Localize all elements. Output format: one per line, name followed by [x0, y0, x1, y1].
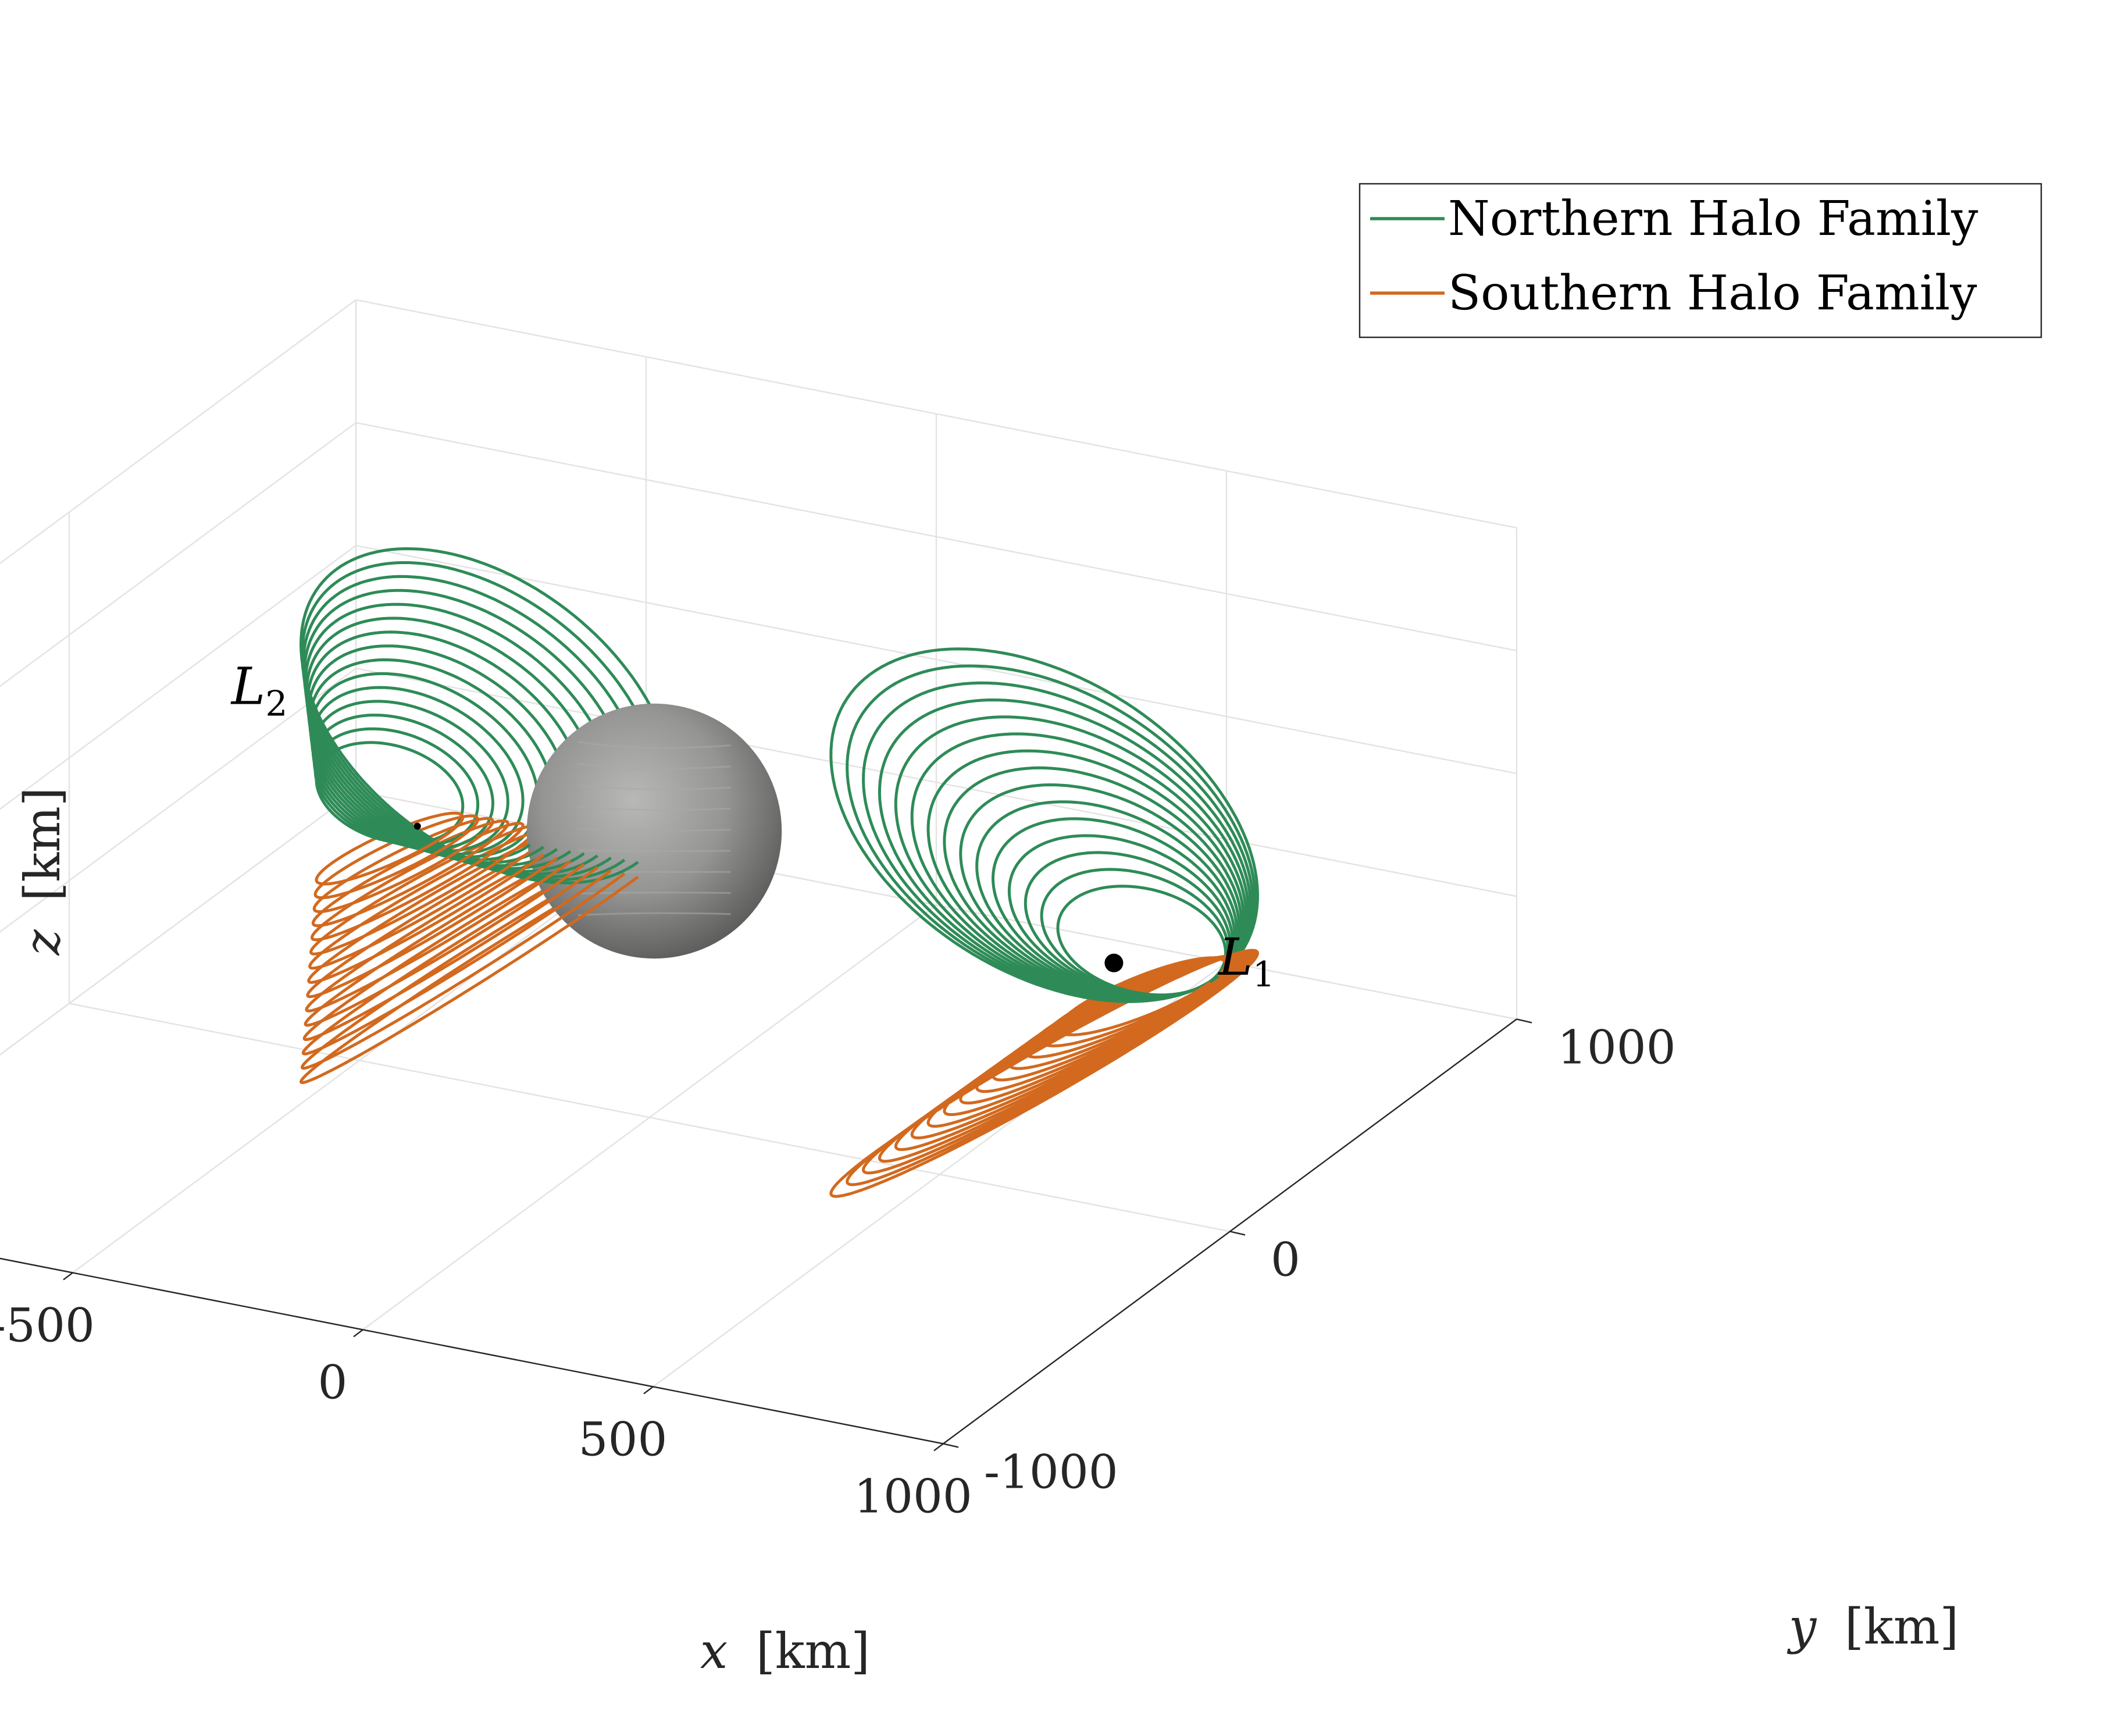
libration-point-marker-l1 — [1104, 953, 1124, 972]
libration-point-label-l1: L1 — [1217, 927, 1275, 995]
gridline-z-back-wall — [355, 299, 1517, 529]
central-body-surface-texture — [577, 762, 731, 770]
orbit-southern-l2 — [312, 837, 477, 914]
orbit-northern-l1 — [869, 647, 1259, 978]
back-orbit-layer — [329, 547, 1259, 1157]
gridline-y-floor — [69, 1003, 1231, 1232]
orbit-southern-l2 — [329, 811, 465, 866]
libration-point-label-subscript: 1 — [1253, 954, 1275, 995]
x-tick-label: -500 — [0, 1298, 95, 1352]
orbit-northern-l1 — [985, 783, 1241, 981]
orbit-southern-l2 — [299, 875, 639, 1084]
gridline-z-side-wall — [0, 299, 356, 565]
legend: Northern Halo Family Southern Halo Famil… — [1358, 183, 2042, 338]
central-body-layer — [526, 703, 782, 959]
orbit-northern-l1 — [942, 732, 1248, 979]
orbit-southern-l2 — [313, 835, 463, 900]
z-axis-label: z [km] — [14, 787, 71, 956]
y-tick-mark — [1229, 1231, 1246, 1236]
orbit-northern-l2 — [330, 700, 509, 840]
orbit-southern-l2 — [310, 844, 504, 942]
orbit-northern-l2 — [330, 714, 494, 837]
front-orbit-layer — [299, 568, 1220, 1198]
orbit-northern-l2 — [330, 727, 480, 836]
orbit-northern-l1 — [898, 681, 1255, 978]
orbit-northern-l1 — [1029, 834, 1234, 982]
gridline-z-side-wall — [0, 545, 356, 810]
libration-point-marker-l2 — [413, 822, 421, 830]
gridline-z-back-wall — [355, 422, 1517, 651]
orbit-southern-l2 — [306, 857, 558, 999]
orbit-northern-l2 — [299, 568, 639, 885]
y-tick-label: 0 — [1271, 1232, 1300, 1286]
y-tick-label: -1000 — [984, 1445, 1118, 1499]
orbit-southern-l2 — [300, 872, 626, 1070]
x-axis-label: x [km] — [700, 1623, 870, 1680]
orbit-southern-l2 — [311, 841, 491, 928]
orbit-northern-l1 — [971, 766, 1243, 980]
x-tick-label: 0 — [318, 1355, 348, 1409]
central-body-surface-texture — [577, 805, 731, 811]
libration-point-label-subscript: 2 — [265, 684, 287, 725]
gridline-z-back-wall — [355, 544, 1517, 775]
legend-box — [1358, 183, 2042, 338]
gridline-z-side-wall — [0, 668, 356, 933]
orbit-southern-l2 — [309, 847, 518, 956]
orbit-northern-l1 — [1043, 851, 1232, 982]
legend-label-southern: Southern Halo Family — [1448, 266, 1977, 321]
legend-label-northern: Northern Halo Family — [1448, 191, 1978, 247]
x-tick-label: 1000 — [854, 1469, 972, 1523]
orbit-northern-l2 — [301, 594, 612, 879]
orbit-northern-l1 — [956, 749, 1246, 980]
orbit-northern-l1 — [1014, 817, 1236, 981]
orbit-southern-l2 — [307, 853, 544, 984]
gridline-z-back-wall — [355, 668, 1517, 897]
orbit-northern-l2 — [329, 741, 465, 833]
orbit-northern-l1 — [883, 664, 1257, 978]
y-tick-mark — [943, 1443, 959, 1448]
y-tick-mark — [1516, 1018, 1532, 1024]
central-body-surface-texture — [577, 741, 731, 749]
gridline-z-side-wall — [0, 790, 356, 1056]
libration-point-label-l2: L2 — [230, 657, 288, 725]
central-body-surface-texture — [577, 849, 731, 853]
orbit-northern-l2 — [331, 686, 525, 842]
x-tick-mark — [933, 1443, 944, 1452]
orbit-southern-l2 — [301, 869, 612, 1056]
y-tick-label: 1000 — [1557, 1020, 1676, 1074]
orbit-southern-l2 — [308, 850, 531, 970]
orbit-southern-l2 — [302, 866, 598, 1041]
orbit-southern-l1 — [829, 989, 1220, 1198]
gridline-z-side-wall — [0, 422, 356, 687]
central-body-surface-texture — [577, 892, 731, 894]
orbit-southern-l2 — [304, 863, 585, 1027]
x-tick-mark — [63, 1272, 73, 1281]
x-tick-mark — [353, 1329, 363, 1338]
central-body-surface-texture — [577, 784, 731, 790]
axis-labels: x [km] y [km] z [km] — [14, 787, 1959, 1680]
orbit-northern-l1 — [829, 673, 1220, 1003]
orbit-northern-l1 — [1000, 800, 1239, 981]
y-axis-label: y [km] — [1787, 1598, 1959, 1655]
axis-layer: -1000-50005001000-100001000-1000-5000500… — [0, 1018, 1676, 1523]
orbit-northern-l2 — [300, 581, 626, 882]
libration-point-label-main: L — [1217, 927, 1252, 987]
x-tick-label: 500 — [579, 1412, 668, 1466]
orbit-northern-l1 — [912, 698, 1253, 979]
orbit-northern-l1 — [927, 715, 1250, 979]
orbit-southern-l1 — [869, 949, 1259, 1157]
libration-point-label-main: L — [230, 657, 265, 716]
central-body-surface-texture — [577, 912, 731, 917]
orbit-southern-l2 — [315, 832, 450, 886]
orbit-southern-l1 — [1056, 981, 1211, 1036]
orbit-southern-l2 — [305, 860, 572, 1013]
x-tick-mark — [643, 1386, 654, 1395]
central-body-surface-texture — [577, 828, 731, 832]
